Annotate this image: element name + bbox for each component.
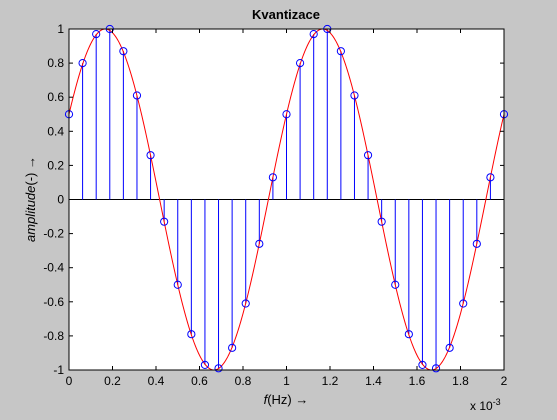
x-tick-label: 1 xyxy=(283,374,290,388)
stem-marker xyxy=(187,330,196,339)
y-tick-label: -0.8 xyxy=(43,329,64,343)
x-axis-multiplier: x 10-3 xyxy=(470,397,501,413)
x-axis-label: f(Hz) → xyxy=(264,392,309,407)
stem-marker xyxy=(472,239,481,248)
x-tick-label: 1.2 xyxy=(322,374,339,388)
chart-title: Kvantizace xyxy=(252,7,320,22)
stem-marker xyxy=(336,47,345,56)
stem-marker xyxy=(459,299,468,308)
stem-marker xyxy=(160,217,169,226)
y-tick-label: -1 xyxy=(53,363,64,377)
y-tick-label: 0.6 xyxy=(47,90,64,104)
stem-marker xyxy=(445,343,454,352)
stem-marker xyxy=(241,299,250,308)
y-tick-label: 0 xyxy=(57,193,64,207)
stem-marker xyxy=(146,151,155,160)
y-tick-label: 0.8 xyxy=(47,56,64,70)
x-tick-label: 2 xyxy=(501,374,508,388)
stem-marker xyxy=(173,280,182,289)
stem-marker xyxy=(363,151,373,160)
stem-marker xyxy=(377,217,386,226)
x-tick-label: 1.6 xyxy=(409,374,426,388)
stem-marker xyxy=(282,110,291,119)
stem-marker xyxy=(132,91,142,100)
stem-marker xyxy=(309,30,318,39)
stem-marker xyxy=(228,343,237,352)
x-tick-label: 1.8 xyxy=(452,374,469,388)
stem-marker xyxy=(404,330,413,339)
x-tick-label: 0.6 xyxy=(191,374,208,388)
y-tick-label: 0.4 xyxy=(47,124,64,138)
stem-marker xyxy=(350,91,359,100)
stem-marker xyxy=(486,173,495,182)
y-axis: -1 -0.8 -0.6 -0.4 -0.2 0 0.2 0.4 0.6 0.8 1 xyxy=(43,22,504,377)
y-tick-label: -0.4 xyxy=(43,261,64,275)
stem-marker xyxy=(119,47,128,56)
stem-marker xyxy=(200,360,210,369)
x-tick-label: 0.8 xyxy=(235,374,252,388)
y-tick-label: 0.2 xyxy=(47,158,64,172)
stem-marker xyxy=(391,280,400,289)
y-tick-label: 1 xyxy=(57,22,64,36)
stem-marker xyxy=(255,239,264,248)
y-tick-label: -0.6 xyxy=(43,295,64,309)
stem-marker xyxy=(78,59,87,68)
x-tick-label: 0.4 xyxy=(148,374,165,388)
y-tick-label: -0.2 xyxy=(43,227,64,241)
stem-marker xyxy=(431,364,441,373)
x-tick-label: 1.4 xyxy=(365,374,382,388)
stem-marker xyxy=(214,364,223,373)
stem-marker xyxy=(268,173,278,182)
y-axis-label: amplitude(-) → xyxy=(23,156,38,242)
x-tick-label: 0 xyxy=(66,374,73,388)
x-axis: 0 0.2 0.4 0.6 0.8 1 1.2 1.4 1.6 1.8 2 xyxy=(66,29,508,388)
stem-series xyxy=(68,29,505,369)
stem-marker xyxy=(295,59,305,68)
stem-marker xyxy=(92,30,101,39)
x-tick-label: 0.2 xyxy=(104,374,121,388)
stem-marker xyxy=(418,360,427,369)
